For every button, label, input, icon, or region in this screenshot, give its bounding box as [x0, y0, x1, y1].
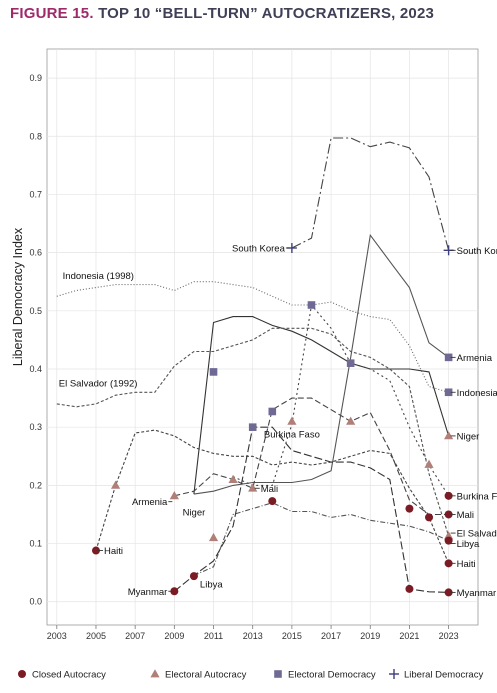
marker-mali-triangle [346, 416, 356, 425]
series-label-south-korea-1: South Korea [457, 246, 497, 257]
y-tick-label: 0.6 [29, 248, 42, 258]
series-line-el-salvador [56, 327, 450, 537]
x-tick-label: 2005 [86, 631, 106, 641]
legend-label-electoral-democracy: Electoral Democracy [288, 670, 376, 681]
marker-burkina-faso-triangle [287, 416, 297, 425]
x-tick-label: 2019 [360, 631, 380, 641]
y-tick-label: 0.3 [29, 422, 42, 432]
y-tick-label: 0.4 [29, 364, 42, 374]
marker-haiti-circle [91, 546, 100, 555]
series-label-myanmar-0: Myanmar [128, 587, 168, 598]
marker-burkina-faso-square [307, 301, 316, 309]
x-tick-label: 2013 [243, 631, 263, 641]
marker-myanmar-circle [405, 504, 414, 513]
series-line-myanmar [173, 426, 449, 593]
marker-myanmar-circle [268, 497, 277, 506]
axis-layer: 0.0 0.1 0.2 0.3 0.4 0.5 0.6 0.7 0.8 0.9 2003 2005 20… [11, 73, 459, 641]
series-line-burkina-faso [232, 303, 450, 497]
x-tick-label: 2015 [282, 631, 302, 641]
y-axis-label: Liberal Democracy Index [11, 227, 25, 366]
marker-haiti-triangle [110, 480, 121, 489]
series-label-mali-1: Mali [457, 510, 474, 521]
marker-el-salvador-triangle [444, 531, 454, 540]
series-label-myanmar-1: Myanmar [457, 588, 497, 599]
marker-libya-circle [444, 536, 453, 545]
series-label-el-salvador-1: El Salvador [457, 529, 497, 540]
series-label-burkina-faso-1: Burkina Faso [457, 491, 497, 502]
marker-mali-circle [444, 510, 453, 519]
marker-layer [91, 242, 454, 597]
series-line-armenia [193, 233, 449, 495]
marker-haiti-circle [444, 559, 453, 568]
series-line-indonesia [56, 281, 449, 393]
y-tick-label: 0.2 [29, 480, 42, 490]
series-label-armenia-0: Armenia [132, 497, 168, 508]
marker-indonesia-square [444, 388, 453, 397]
figure-title: FIGURE 15. TOP 10 “BELL-TURN” AUTOCRATIZ… [10, 5, 434, 22]
series-label-libya-1: Libya [457, 539, 480, 550]
grid [47, 49, 478, 625]
series-layer [56, 137, 450, 593]
marker-mali-triangle [169, 491, 179, 500]
x-tick-label: 2011 [204, 631, 223, 641]
marker-armenia-square [444, 353, 453, 362]
plot-area-frame [46, 48, 479, 626]
series-label-indonesia-1: Indonesia [457, 388, 497, 399]
series-line-niger [193, 316, 450, 495]
x-tick-label: 2023 [439, 631, 459, 641]
series-label-south-korea-0: South Korea [232, 243, 286, 254]
marker-myanmar-square [248, 423, 257, 431]
series-label-niger-0: Niger [183, 507, 206, 518]
label-layer: South Korea South Korea Armenia Armenia Indo… [59, 243, 497, 598]
series-label-niger-1: Niger [457, 431, 480, 442]
marker-mali-triangle [228, 474, 238, 483]
marker-burkina-faso-square [346, 359, 355, 367]
marker-niger-triangle [444, 431, 454, 440]
series-label-burkina-faso-0: Burkina Faso [264, 429, 320, 440]
marker-niger-square [209, 368, 218, 376]
series-label-haiti-0: Haiti [104, 546, 123, 557]
marker-burkina-faso-circle [444, 491, 453, 500]
x-tick-label: 2007 [125, 631, 145, 641]
marker-myanmar-circle [189, 572, 198, 581]
legend: Closed Autocracy Electoral Autocracy Elect… [18, 669, 483, 681]
marker-myanmar-circle [405, 584, 414, 593]
marker-myanmar-circle [425, 513, 434, 522]
series-label-indonesia-0: Indonesia (1998) [63, 271, 134, 282]
marker-mali-triangle [248, 483, 258, 492]
y-tick-label: 0.1 [29, 539, 42, 549]
figure-title-text: TOP 10 “BELL-TURN” AUTOCRATIZERS, 2023 [98, 5, 435, 22]
y-tick-label: 0.7 [29, 189, 42, 199]
x-tick-label: 2017 [321, 631, 341, 641]
series-label-haiti-1: Haiti [457, 559, 476, 570]
marker-myanmar-circle [170, 587, 179, 596]
y-tick-label: 0.9 [29, 73, 42, 83]
marker-mali-square [268, 407, 277, 416]
legend-marker-electoral-autocracy [150, 669, 160, 678]
legend-label-liberal-democracy: Liberal Democracy [404, 670, 483, 681]
y-tick-label: 0.5 [29, 306, 42, 316]
legend-label-closed-autocracy: Closed Autocracy [32, 670, 106, 681]
marker-burkina-faso-triangle [424, 459, 434, 468]
figure-number: FIGURE 15. [10, 5, 94, 22]
legend-marker-closed-autocracy [18, 670, 26, 678]
series-label-mali-0: Mali [261, 484, 278, 495]
series-label-libya-0: Libya [200, 580, 223, 591]
marker-myanmar-circle [444, 588, 453, 597]
marker-libya-triangle [208, 532, 219, 542]
x-tick-label: 2003 [47, 631, 67, 641]
legend-marker-liberal-democracy [389, 669, 399, 679]
series-line-south-korea [291, 137, 450, 251]
series-line-libya [193, 502, 449, 577]
series-label-armenia-1: Armenia [457, 353, 493, 364]
y-tick-label: 0.0 [29, 597, 42, 607]
x-tick-label: 2021 [399, 631, 419, 641]
series-label-el-salvador-0: El Salvador (1992) [59, 378, 138, 389]
y-tick-label: 0.8 [29, 131, 42, 141]
x-tick-label: 2009 [164, 631, 184, 641]
legend-marker-electoral-democracy [274, 670, 282, 678]
legend-label-electoral-autocracy: Electoral Autocracy [165, 670, 247, 681]
series-line-mali [174, 397, 449, 516]
